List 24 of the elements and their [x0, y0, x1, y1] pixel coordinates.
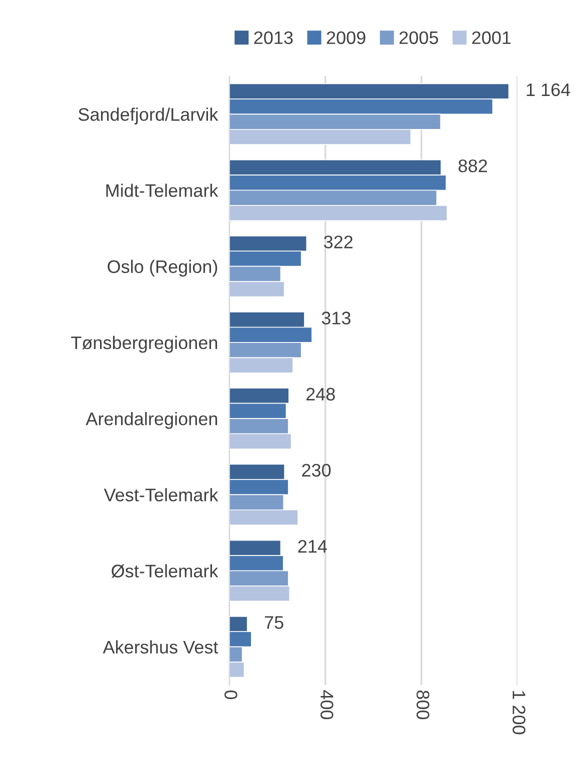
data-label: 1 164	[526, 83, 570, 96]
x-tick-label: 0	[224, 690, 238, 700]
y-tick-label: Sandefjord/Larvik	[78, 108, 218, 124]
y-tick-label: Øst-Telemark	[112, 564, 218, 578]
legend-label: 2005	[400, 31, 438, 44]
x-tick-label: 400	[320, 690, 334, 720]
y-tick-label: Vest-Telemark	[104, 488, 218, 502]
y-tick-label: Midt-Telemark	[106, 184, 218, 197]
data-label: 313	[322, 312, 350, 324]
data-label: 322	[324, 236, 353, 248]
y-tick-label: Tønsbergregionen	[71, 336, 218, 353]
y-tick-label: Oslo (Region)	[108, 260, 218, 277]
legend-label: 2001	[472, 31, 511, 44]
y-tick-label: Arendalregionen	[86, 412, 218, 429]
legend-label: 2013	[254, 31, 293, 44]
data-label: 214	[298, 540, 327, 553]
data-label: 882	[458, 159, 487, 172]
legend-label: 2009	[326, 31, 366, 44]
data-label: 230	[302, 464, 331, 477]
x-tick-label: 800	[416, 690, 430, 720]
data-label: 248	[306, 388, 335, 401]
data-label: 75	[264, 616, 284, 629]
x-tick-label: 1 200	[512, 691, 526, 734]
y-tick-label: Akershus Vest	[102, 640, 218, 654]
